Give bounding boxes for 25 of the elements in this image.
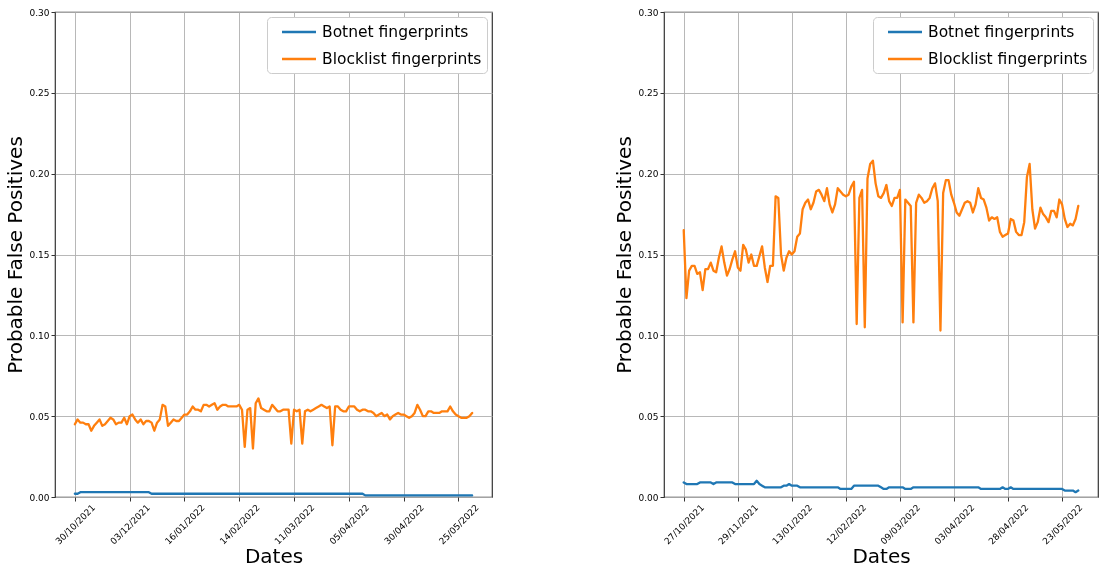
- y-tick-label: 0.20: [29, 169, 50, 180]
- y-tick-label: 0.30: [29, 7, 50, 18]
- y-tick-label: 0.05: [638, 411, 659, 422]
- y-axis-title: Probable False Positives: [3, 136, 28, 374]
- line-series: [682, 159, 1080, 332]
- legend-label: Botnet fingerprints: [928, 23, 1075, 41]
- x-axis-title: Dates: [244, 544, 304, 569]
- line-series: [682, 479, 1080, 494]
- y-tick-label: 0.25: [29, 88, 50, 99]
- y-tick-label: 0.10: [638, 330, 659, 341]
- y-tick-label: 0.25: [638, 88, 659, 99]
- y-tick-label: 0.00: [29, 492, 50, 503]
- line-series: [73, 397, 474, 450]
- legend-label: Blocklist fingerprints: [928, 50, 1088, 68]
- y-tick-label: 0.05: [29, 411, 50, 422]
- y-tick-label: 0.00: [638, 492, 659, 503]
- y-tick-label: 0.10: [29, 330, 50, 341]
- legend-label: Blocklist fingerprints: [322, 50, 482, 68]
- x-axis-title: Dates: [852, 544, 911, 569]
- legend-label: Botnet fingerprints: [322, 23, 469, 41]
- y-tick-label: 0.15: [29, 250, 50, 260]
- y-tick-label: 0.15: [638, 250, 659, 260]
- y-axis-title: Probable False Positives: [612, 136, 637, 374]
- y-tick-label: 0.30: [638, 7, 659, 18]
- y-tick-label: 0.20: [638, 169, 659, 180]
